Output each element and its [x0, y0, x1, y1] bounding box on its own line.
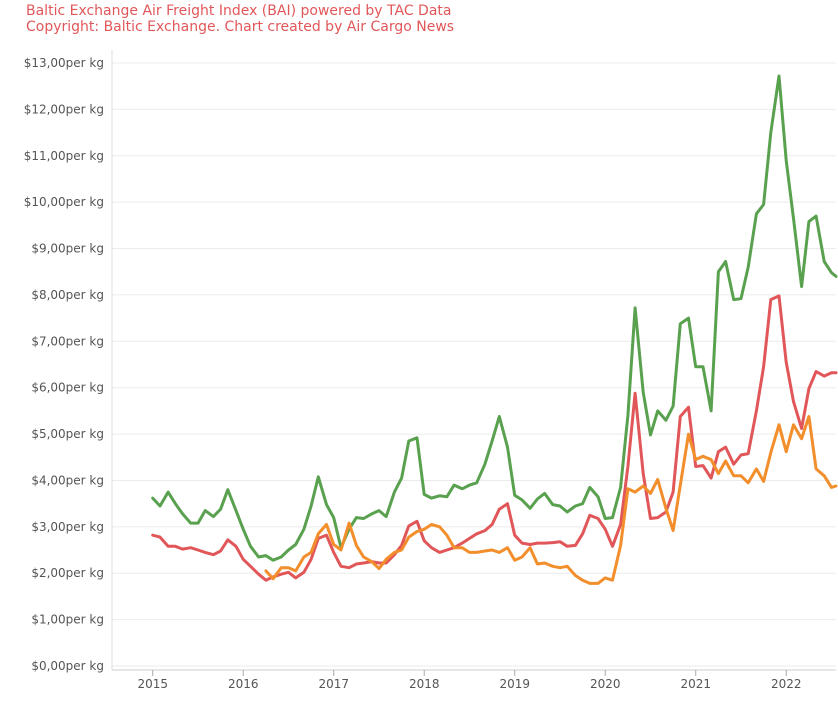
y-tick-label: $3,00per kg	[31, 520, 104, 534]
x-tick-label: 2016	[228, 677, 259, 691]
y-tick-label: $5,00per kg	[31, 427, 104, 441]
y-tick-label: $9,00per kg	[31, 242, 104, 256]
y-axis: $13,00per kg $12,00per kg $11,00per kg $10,…	[24, 50, 113, 673]
series-line-3	[264, 415, 838, 585]
gridlines	[112, 62, 836, 667]
x-tick-label: 2019	[499, 677, 530, 691]
y-tick-label: $0,00per kg	[31, 659, 104, 673]
series-line-1	[151, 74, 838, 562]
y-tick-label: $7,00per kg	[31, 334, 104, 348]
y-tick-label: $4,00per kg	[31, 473, 104, 487]
x-axis: 2015 2016 2017 2018 2019 2020 2021 2022	[112, 669, 836, 691]
x-tick-label: 2022	[771, 677, 802, 691]
chart-title: Baltic Exchange Air Freight Index (BAI) …	[26, 3, 452, 19]
x-tick-label: 2017	[318, 677, 349, 691]
series-line-2	[151, 294, 838, 582]
y-tick-label: $13,00per kg	[24, 56, 104, 70]
x-tick-label: 2015	[137, 677, 168, 691]
y-tick-label: $10,00per kg	[24, 195, 104, 209]
x-tick-label: 2020	[590, 677, 621, 691]
y-tick-label: $12,00per kg	[24, 102, 104, 116]
y-tick-label: $11,00per kg	[24, 149, 104, 163]
x-tick-label: 2021	[680, 677, 711, 691]
y-tick-label: $6,00per kg	[31, 381, 104, 395]
x-tick-label: 2018	[409, 677, 440, 691]
chart-header: Baltic Exchange Air Freight Index (BAI) …	[26, 3, 454, 35]
y-tick-label: $8,00per kg	[31, 288, 104, 302]
y-tick-label: $1,00per kg	[31, 613, 104, 627]
chart-copyright: Copyright: Baltic Exchange. Chart create…	[26, 19, 455, 35]
y-tick-label: $2,00per kg	[31, 566, 104, 580]
series-lines	[151, 74, 838, 585]
